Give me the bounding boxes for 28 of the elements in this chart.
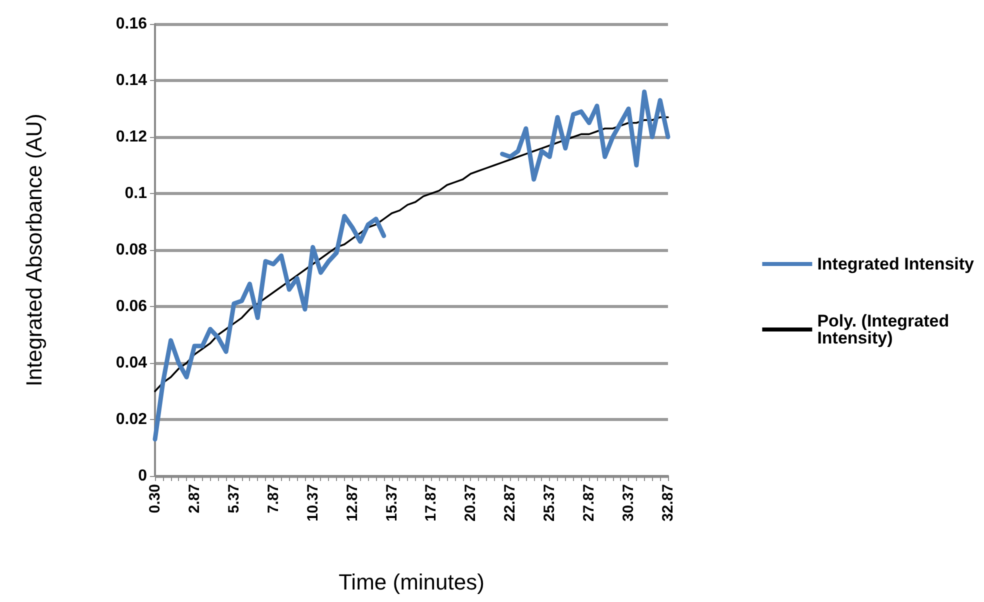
x-tick-label: 5.37 — [225, 484, 242, 514]
x-tick-label: 30.37 — [620, 484, 638, 522]
x-tick-label: 10.37 — [304, 484, 322, 522]
y-tick-label: 0 — [138, 468, 148, 484]
y-tick-label: 0.06 — [116, 298, 148, 315]
y-tick-label: 0.04 — [116, 354, 148, 372]
x-tick-label: 20.37 — [462, 484, 480, 522]
x-tick-label: 32.87 — [660, 484, 676, 522]
x-tick-label: 0.30 — [146, 484, 164, 514]
line-series — [154, 116, 669, 392]
y-axis-title: Integrated Absorbance (AU) — [22, 114, 46, 386]
x-tick-label: 17.87 — [422, 484, 440, 522]
legend-label: Poly. (Integrated Intensity) — [817, 312, 954, 348]
x-tick-label: 27.87 — [580, 484, 598, 522]
legend-label: Integrated Intensity — [817, 254, 975, 274]
y-tick-label: 0.1 — [124, 185, 148, 202]
y-tick-label: 0.02 — [116, 411, 148, 428]
x-tick-label: 7.87 — [264, 484, 282, 514]
y-tick-label: 0.14 — [116, 72, 148, 89]
y-tick-label: 0.12 — [116, 128, 148, 146]
x-tick-label: 22.87 — [502, 484, 519, 522]
y-tick-label: 0.08 — [116, 242, 148, 258]
x-axis-title: Time (minutes) — [338, 570, 484, 594]
x-tick-label: 2.87 — [186, 484, 203, 514]
x-tick-label: 15.37 — [383, 484, 400, 522]
x-tick-label: 25.37 — [541, 484, 558, 522]
y-tick-label: 0.16 — [116, 16, 148, 32]
x-tick-label: 12.87 — [344, 484, 361, 522]
